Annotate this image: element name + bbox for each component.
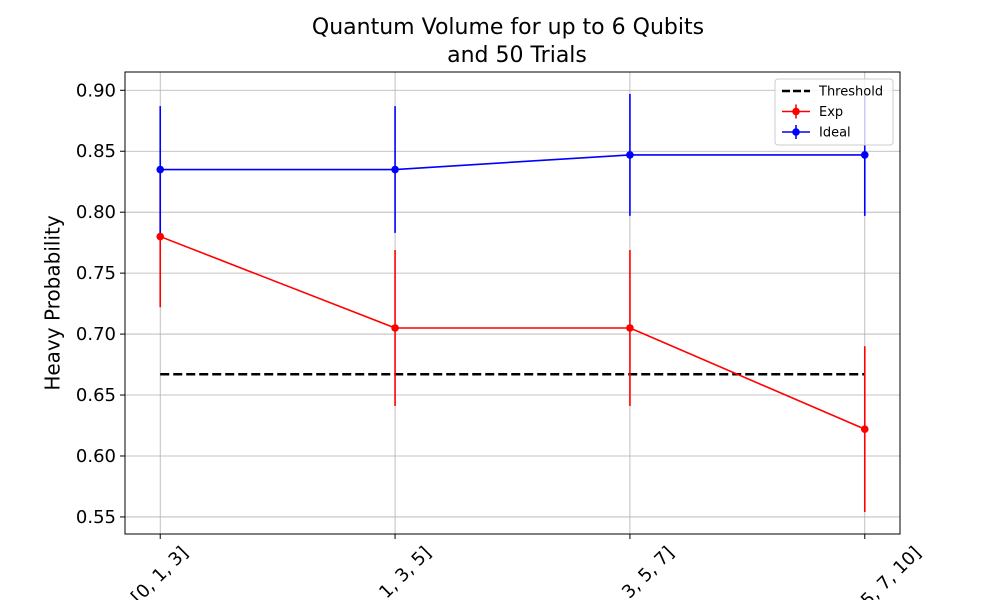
data-point [860, 425, 869, 433]
y-tick-label: 0.60 [76, 446, 116, 467]
legend-label: Threshold [818, 85, 883, 100]
y-tick-label: 0.70 [76, 324, 116, 345]
x-tick-label: [0, 1, 3, 5] [354, 543, 435, 600]
data-point [626, 324, 634, 332]
plot-frame [124, 71, 901, 535]
legend-marker [792, 107, 800, 116]
y-tick-label: 0.85 [76, 141, 116, 162]
series-line [159, 235, 866, 430]
y-tick-label: 0.55 [76, 507, 116, 528]
x-tick-label: [0, 1, 3, 5, 7, 10] [803, 543, 925, 600]
x-tick-label: [0, 1, 3] [127, 543, 192, 600]
y-axis-label: Heavy Probability [41, 215, 65, 391]
chart-title: Quantum Volume for up to 6 Qubits [312, 15, 704, 40]
data-point [156, 165, 165, 174]
y-tick-label: 0.75 [76, 263, 116, 284]
legend-marker [792, 128, 800, 136]
data-point [391, 165, 399, 174]
chart-title: and 50 Trials [447, 43, 587, 68]
data-point [860, 151, 869, 159]
x-tick-label: [0, 1, 3, 5, 7] [581, 543, 679, 600]
data-point [391, 324, 399, 332]
series-line [160, 154, 865, 171]
data-point [626, 151, 634, 159]
legend-label: Exp [819, 105, 843, 120]
data-point [156, 232, 165, 241]
y-tick-label: 0.65 [76, 385, 116, 406]
y-tick-label: 0.80 [76, 202, 116, 223]
legend-label: Ideal [819, 126, 851, 141]
y-tick-label: 0.90 [76, 80, 116, 101]
legend-box [774, 78, 894, 146]
